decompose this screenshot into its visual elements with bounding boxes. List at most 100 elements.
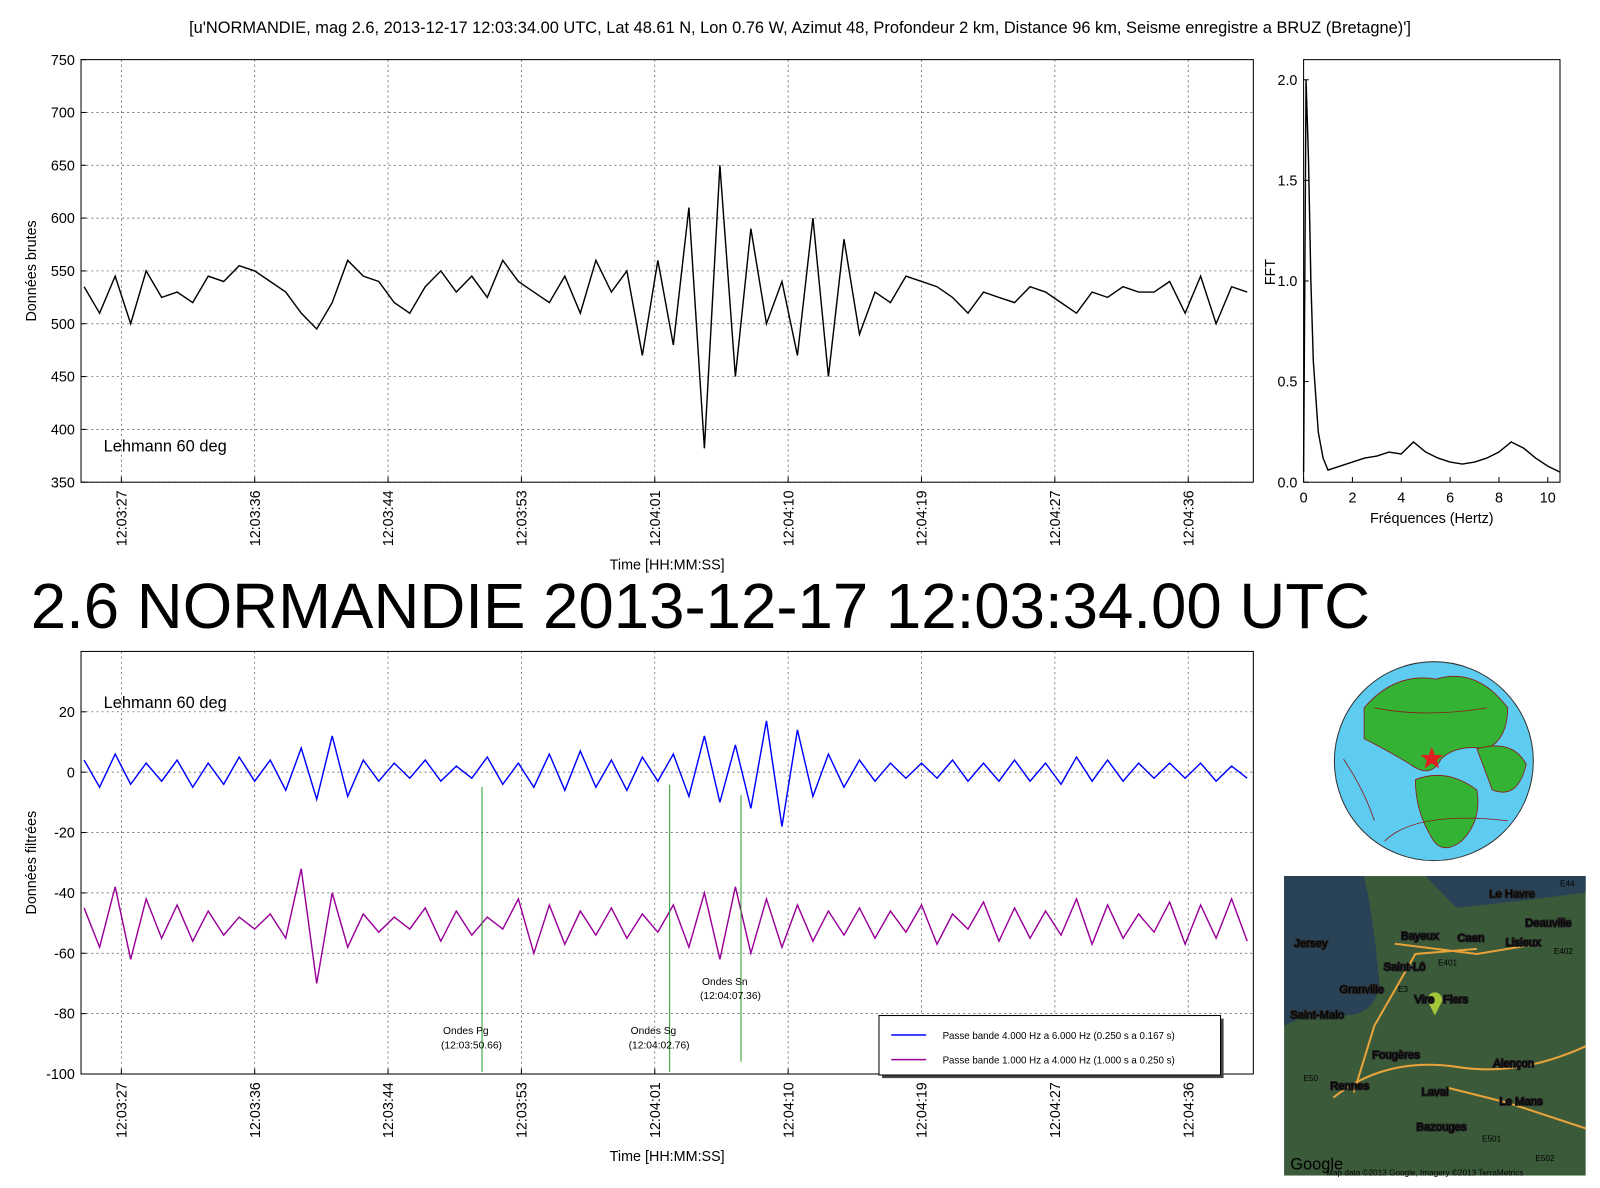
map-label: E402 [1554,947,1574,956]
y-tick-label: -20 [54,826,75,842]
y-tick-label: -80 [54,1007,75,1023]
arrival-time: (12:03:50.66) [441,1040,502,1051]
map-label: Jersey [1294,938,1328,950]
series-line [83,165,1248,449]
map-label: E44 [1560,879,1575,888]
y-tick-label: 0.0 [1277,475,1297,491]
y-tick-label: 550 [51,264,75,280]
x-tick-label: 12:04:01 [648,1082,664,1138]
series-line [1302,79,1561,473]
y-tick-label: 450 [51,370,75,386]
x-tick-label: 12:03:53 [515,1082,531,1138]
y-tick-label: -60 [54,946,75,962]
y-axis-label: Données brutes [24,220,40,321]
map-label: Alençon [1493,1058,1534,1070]
x-tick-label: 12:04:10 [781,1082,797,1138]
y-tick-label: 350 [51,475,75,491]
plot-frame [80,650,1254,1075]
x-axis-label: Time [HH:MM:SS] [610,1149,725,1165]
map-label: Bazouges [1416,1121,1466,1133]
map-label: Laval [1422,1087,1449,1099]
legend [878,1015,1222,1076]
map-label: Vire [1414,994,1434,1006]
x-tick-label: 0 [1300,491,1308,507]
x-axis-label: Fréquences (Hertz) [1370,511,1494,527]
series-line [83,720,1248,827]
sea [1284,876,1380,1026]
y-tick-label: 650 [51,158,75,174]
arrival-label: Ondes Sg [631,1026,677,1037]
map-label: E50 [1304,1074,1319,1083]
map-label: Lisieux [1506,937,1541,949]
x-tick-label: 12:04:36 [1181,1082,1197,1138]
arrival-time: (12:04:02.76) [629,1040,690,1051]
y-tick-label: 2.0 [1277,73,1297,89]
x-tick-label: 12:04:10 [781,490,797,546]
y-tick-label: 400 [51,423,75,439]
headline: 2.6 NORMANDIE 2013-12-17 12:03:34.00 UTC [31,571,1370,642]
y-tick-label: 0.5 [1277,375,1297,391]
arrival-label: Ondes Pg [443,1026,489,1037]
x-tick-label: 12:04:19 [915,490,931,546]
x-tick-label: 12:04:01 [648,490,664,546]
arrival-label: Ondes Sn [702,977,748,988]
x-tick-label: 10 [1540,491,1556,507]
globe [1333,661,1534,862]
x-tick-label: 8 [1495,491,1503,507]
map-label: E3 [1398,985,1408,994]
map-label: Map data ©2013 Google, Imagery ©2013 Ter… [1326,1169,1523,1178]
y-tick-label: 750 [51,53,75,69]
marker [1427,992,1443,1016]
map: Le Havre Deauville Caen Lisieux Bayeux Jersey… [1284,876,1587,1178]
x-tick-label: 12:03:36 [248,1082,264,1138]
x-tick-label: 12:03:27 [114,490,130,546]
map-label: Google [1290,1155,1343,1173]
y-tick-label: -40 [54,886,75,902]
plot-frame [1303,59,1561,483]
map-label: Caen [1457,933,1484,945]
note: Lehmann 60 deg [104,437,227,455]
map-label: E502 [1535,1154,1555,1163]
map-label: Saint-Lô [1384,961,1426,973]
x-tick-label: 12:03:44 [381,490,397,546]
y-tick-label: 20 [59,705,75,721]
x-tick-label: 12:03:44 [381,1082,397,1138]
x-tick-label: 12:03:36 [248,490,264,546]
y-tick-label: 1.5 [1277,174,1297,190]
y-tick-label: 700 [51,106,75,122]
x-tick-label: 2 [1348,491,1356,507]
roads [1332,942,1587,1130]
map-label: Bayeux [1401,931,1439,943]
note: Lehmann 60 deg [104,694,227,712]
map-label: Fougères [1372,1050,1420,1062]
y-axis-label: FFT [1263,259,1279,286]
map-label: Le Mans [1499,1096,1543,1108]
y-tick-label: -100 [46,1067,75,1083]
x-tick-label: 12:03:27 [114,1082,130,1138]
x-axis-label: Time [HH:MM:SS] [610,557,725,573]
map-label: Flers [1443,994,1468,1006]
y-axis-label: Données filtrées [24,811,40,915]
legend-label: Passe bande 4.000 Hz a 6.000 Hz (0.250 s… [943,1031,1175,1042]
map-label: Rennes [1330,1080,1369,1092]
x-tick-label: 12:04:36 [1181,490,1197,546]
y-tick-label: 600 [51,211,75,227]
y-tick-label: 500 [51,317,75,333]
arrival-time: (12:04:07.36) [700,991,761,1002]
map-label: Deauville [1525,917,1571,929]
x-tick-label: 4 [1397,491,1405,507]
x-tick-label: 12:04:27 [1048,490,1064,546]
map-label: Le Havre [1489,889,1535,901]
series-line [83,868,1248,984]
x-tick-label: 12:04:19 [915,1082,931,1138]
x-tick-label: 6 [1446,491,1454,507]
x-tick-label: 12:03:53 [515,490,531,546]
sea [1425,876,1586,908]
map-label: Granville [1339,984,1383,996]
y-tick-label: 1.0 [1277,274,1297,290]
map-label: E401 [1438,958,1458,967]
x-tick-label: 12:04:27 [1048,1082,1064,1138]
y-tick-label: 0 [67,765,75,781]
